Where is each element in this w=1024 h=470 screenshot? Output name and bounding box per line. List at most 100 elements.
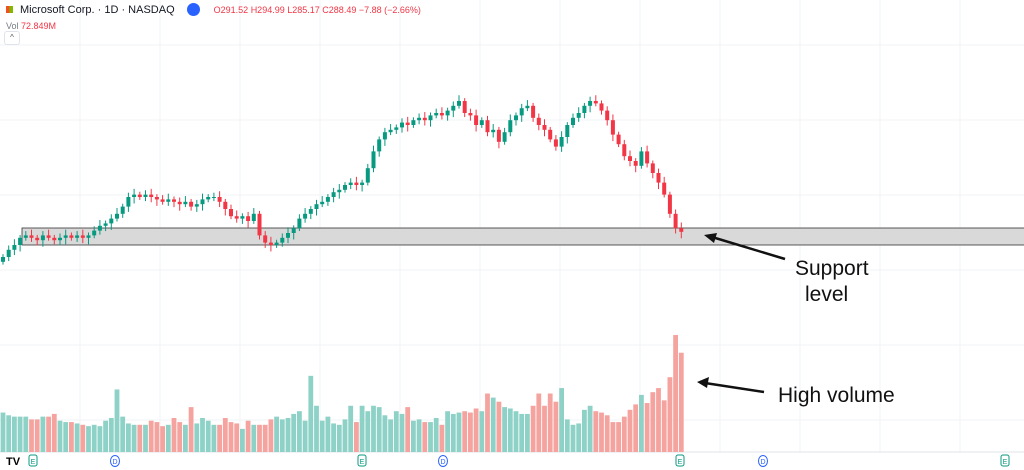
candle-body — [120, 206, 125, 214]
volume-bar — [188, 407, 194, 452]
volume-bar — [114, 389, 120, 452]
volume-bar — [148, 420, 154, 452]
volume-bar — [496, 401, 502, 452]
candle — [12, 239, 17, 256]
candle-body — [565, 125, 570, 137]
candle — [360, 179, 365, 192]
candle — [582, 102, 587, 119]
candle — [576, 107, 581, 122]
candle — [650, 160, 655, 179]
volume-bar — [502, 407, 507, 452]
candle — [217, 191, 222, 208]
volume-bar — [274, 416, 279, 452]
volume-bar — [234, 423, 240, 452]
volume-bar — [291, 413, 297, 452]
candle-body — [662, 182, 667, 195]
candle-body — [183, 201, 188, 205]
candle — [474, 109, 479, 132]
candle-body — [23, 235, 28, 238]
candle-body — [274, 242, 279, 245]
candle — [149, 188, 154, 203]
candle-body — [553, 139, 558, 147]
volume-bar — [23, 416, 29, 452]
candle — [143, 190, 148, 202]
candle-body — [46, 235, 51, 238]
candle — [154, 194, 159, 206]
volume-bar — [388, 419, 393, 452]
candle — [434, 108, 439, 119]
volume-bar — [74, 423, 80, 452]
volume-bar — [433, 418, 439, 452]
collapse-legend-button[interactable]: ^ — [4, 31, 20, 45]
candle — [525, 100, 530, 112]
volume-bar — [97, 426, 103, 452]
volume-bar — [650, 392, 656, 452]
candle — [63, 229, 68, 245]
candle-body — [246, 216, 251, 221]
earnings-marker[interactable]: E — [357, 454, 367, 467]
volume-bar — [439, 424, 445, 452]
candle-body — [582, 105, 587, 113]
candle-body — [496, 129, 501, 142]
candle — [622, 139, 627, 161]
dividend-marker[interactable]: D — [758, 455, 768, 467]
candle-body — [348, 182, 353, 185]
earnings-marker[interactable]: E — [675, 454, 685, 467]
candle-body — [485, 120, 490, 133]
candle-body — [29, 235, 34, 238]
volume-bar — [661, 400, 667, 452]
volume-bar — [621, 416, 627, 452]
candle-body — [223, 201, 228, 209]
candle — [633, 158, 638, 173]
candle — [599, 100, 604, 115]
candle-body — [377, 139, 382, 152]
volume-bar — [599, 412, 604, 452]
candle-body — [137, 194, 142, 197]
volume-bar — [0, 412, 6, 452]
candle — [354, 176, 359, 191]
candle-body — [428, 115, 433, 121]
market-status-icon[interactable] — [186, 3, 200, 16]
candle — [468, 108, 473, 121]
candle-body — [234, 216, 239, 219]
candle-body — [320, 201, 325, 205]
candle — [274, 239, 279, 248]
candle-body — [166, 199, 171, 202]
symbol-title[interactable]: Microsoft Corp. · 1D · NASDAQ — [20, 3, 175, 16]
candle-body — [588, 101, 593, 106]
dividend-marker[interactable]: D — [438, 455, 448, 467]
candle-body — [382, 132, 387, 140]
marker-label: D — [112, 459, 117, 466]
volume-bar — [359, 405, 365, 452]
candle-body — [400, 122, 404, 128]
candle-body — [63, 235, 68, 238]
candle — [58, 233, 62, 246]
candle — [485, 115, 490, 137]
candle — [325, 194, 330, 206]
candle-body — [314, 204, 319, 209]
candle-body — [559, 137, 564, 147]
volume-bar — [171, 418, 177, 452]
volume-bar — [582, 409, 587, 452]
dividend-marker[interactable]: D — [110, 455, 120, 467]
earnings-marker[interactable]: E — [1000, 454, 1010, 467]
support-annotation-line1: Support — [795, 257, 869, 280]
volume-bar — [610, 422, 616, 452]
volume-bar — [143, 424, 148, 452]
candle-body — [160, 199, 165, 202]
candle — [496, 126, 501, 149]
chart-legend: Microsoft Corp. · 1D · NASDAQ O291.52 H2… — [6, 3, 421, 16]
earnings-marker[interactable]: E — [28, 454, 38, 467]
candle-body — [491, 129, 496, 133]
candle-body — [616, 134, 621, 145]
candle-body — [531, 105, 536, 118]
candle — [673, 209, 678, 234]
ohlc-values: O291.52 H294.99 L285.17 C288.49 −7.88 (−… — [214, 5, 421, 15]
candle — [479, 117, 484, 128]
candle-body — [263, 235, 268, 243]
candle-body — [462, 101, 467, 113]
volume-bar — [6, 415, 12, 452]
volume-bar — [639, 394, 644, 452]
volume-bar — [108, 418, 114, 452]
